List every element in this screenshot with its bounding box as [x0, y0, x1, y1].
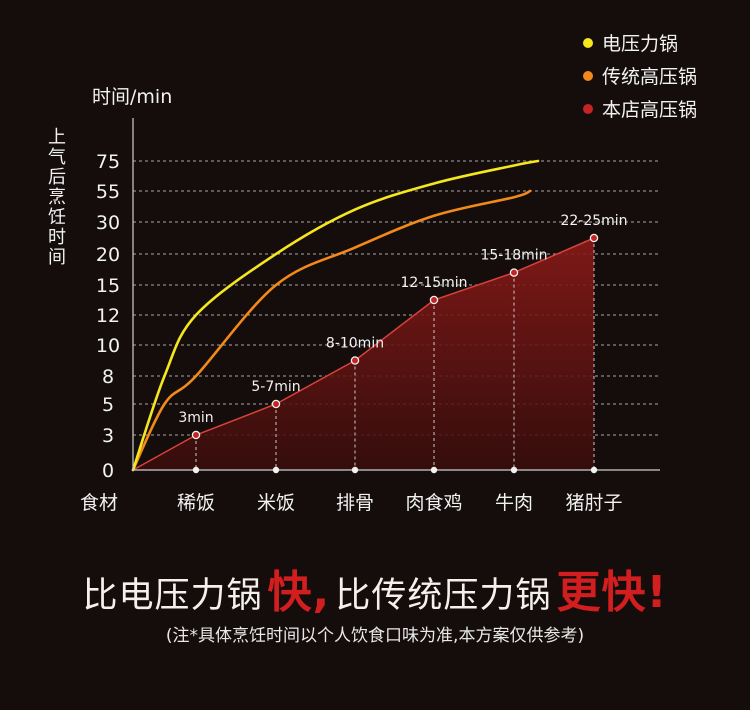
x-tick-label: 牛肉 — [495, 492, 533, 514]
y-axis-title-char: 上 — [48, 127, 66, 148]
y-axis-title-char: 烹 — [48, 187, 66, 208]
legend-item-electric: 电压力锅 — [583, 26, 697, 59]
y-tick-label: 20 — [96, 244, 120, 266]
footnote: (注*具体烹饪时间以个人饮食口味为准,本方案仅供参考) — [165, 626, 585, 646]
headline-part3: 比传统压力锅 — [335, 576, 552, 616]
traditional-cooker-line — [131, 189, 532, 472]
y-tick-label: 75 — [96, 151, 120, 173]
y-tick-label: 8 — [102, 366, 114, 388]
data-point — [271, 399, 281, 409]
legend-dot-icon — [583, 103, 593, 114]
legend: 电压力锅 传统高压锅 本店高压锅 — [583, 26, 697, 125]
y-tick-label: 12 — [96, 305, 120, 327]
y-tick-label: 5 — [102, 394, 114, 416]
legend-dot-icon — [583, 37, 593, 48]
headline-part1: 比电压力锅 — [82, 576, 263, 616]
y-tick-label: 3 — [102, 425, 114, 447]
y-axis-title-char: 间 — [48, 247, 66, 268]
x-tick-dot — [510, 466, 518, 474]
y-axis-title: 上 气 后 烹 饪 时 间 — [46, 128, 68, 268]
legend-label: 本店高压锅 — [602, 99, 698, 121]
data-label: 3min — [178, 410, 213, 426]
x-tick-label: 米饭 — [257, 492, 295, 514]
headline: 比电压力锅 快, 比传统压力锅 更快! — [0, 556, 750, 620]
x-tick-label: 肉食鸡 — [405, 492, 462, 514]
y-axis-title-char: 饪 — [48, 207, 66, 228]
data-label: 5-7min — [251, 379, 300, 395]
x-tick-label: 猪肘子 — [565, 492, 622, 514]
x-tick-dot — [351, 466, 359, 474]
x-tick-dot — [272, 466, 280, 474]
y-tick-label: 55 — [96, 181, 120, 203]
legend-item-store: 本店高压锅 — [583, 92, 697, 125]
legend-dot-icon — [583, 70, 593, 81]
legend-item-traditional: 传统高压锅 — [583, 59, 697, 92]
data-point — [509, 268, 519, 277]
legend-label: 传统高压锅 — [602, 66, 698, 88]
y-tick-label: 15 — [96, 275, 120, 297]
legend-label: 电压力锅 — [602, 33, 679, 55]
headline-part4: 更快! — [556, 567, 668, 618]
data-point — [350, 356, 360, 365]
data-point — [589, 233, 599, 243]
x-tick-label: 稀饭 — [177, 492, 215, 514]
headline-part2: 快, — [267, 567, 331, 618]
y-axis-title-char: 后 — [48, 167, 66, 188]
data-label: 22-25min — [560, 213, 627, 229]
electric-cooker-line — [131, 159, 540, 472]
x-tick-dot — [192, 466, 200, 474]
y-axis-unit: 时间/min — [92, 86, 173, 108]
data-label: 8-10min — [326, 336, 384, 352]
data-label: 15-18min — [480, 248, 547, 264]
y-tick-label: 30 — [96, 212, 120, 234]
data-label: 12-15min — [400, 275, 467, 291]
y-tick-label: 10 — [96, 335, 120, 357]
y-axis-title-char: 气 — [48, 147, 66, 168]
x-tick-dot — [590, 466, 598, 474]
data-point — [429, 295, 439, 305]
data-point — [191, 430, 201, 440]
x-tick-label: 排骨 — [336, 492, 374, 514]
x-axis-title: 食材 — [80, 492, 118, 514]
x-tick-dot — [430, 466, 438, 474]
y-axis-title-char: 时 — [48, 227, 66, 248]
y-tick-label: 0 — [102, 460, 114, 482]
